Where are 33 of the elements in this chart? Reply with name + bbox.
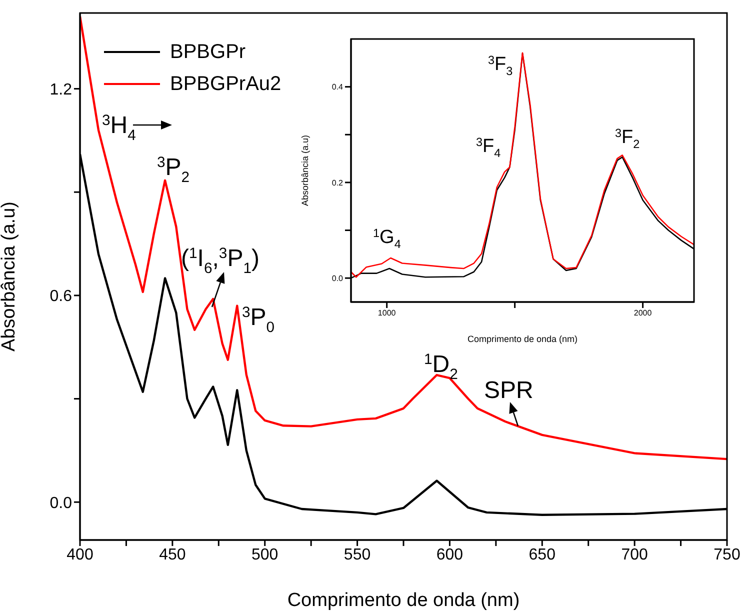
annotation: $^{3}$F$_{3}$: [488, 54, 514, 78]
x-tick-label: 600: [436, 546, 464, 564]
y-axis-title: Absorbância (a.u): [0, 202, 20, 352]
y-tick-label: 0.2: [332, 178, 344, 188]
x-tick-label: 2000: [634, 308, 652, 318]
x-tick-label: 500: [252, 546, 278, 564]
x-tick-label: 700: [621, 546, 648, 564]
annotation: $^{3}$P$_{2}$: [157, 154, 190, 186]
annotation: SPR: [484, 377, 534, 404]
annotation: $^{3}$H$_{4}$: [102, 112, 136, 144]
y-axis-title: Absorbância (a.u): [300, 134, 310, 206]
annotation: $^{3}$F$_{4}$: [476, 136, 502, 160]
text: ($^{1}$I$_{6}$,$^{3}$P$_{1}$): [181, 245, 260, 277]
y-tick-label: 1.2: [50, 81, 72, 98]
annotation: $^{1}$D$_{2}$: [424, 351, 458, 383]
legend-label: BPBGPrAu2: [170, 72, 282, 97]
annotation: $^{1}$G$_{4}$: [373, 226, 402, 252]
y-tick-label: 0.0: [332, 274, 344, 283]
line-series: [80, 15, 727, 460]
annotation: $^{3}$P$_{0}$: [242, 304, 275, 336]
y-tick-label: 0.0: [50, 494, 72, 512]
legend-label: BPBGPr: [170, 40, 246, 65]
x-tick-label: 550: [344, 546, 371, 564]
x-tick-label: 1000: [378, 308, 396, 318]
x-tick-label: 750: [714, 546, 740, 564]
x-axis-title: Comprimento de onda (nm): [467, 334, 578, 344]
y-tick-label: 0.4: [332, 82, 344, 92]
x-tick-label: 450: [159, 546, 186, 564]
y-tick-label: 0.6: [50, 288, 72, 306]
x-tick-label: 400: [66, 546, 94, 564]
annotation: $^{3}$F$_{2}$: [615, 126, 640, 152]
x-axis-title: Comprimento de onda (nm): [287, 590, 520, 611]
x-tick-label: 650: [528, 546, 556, 564]
